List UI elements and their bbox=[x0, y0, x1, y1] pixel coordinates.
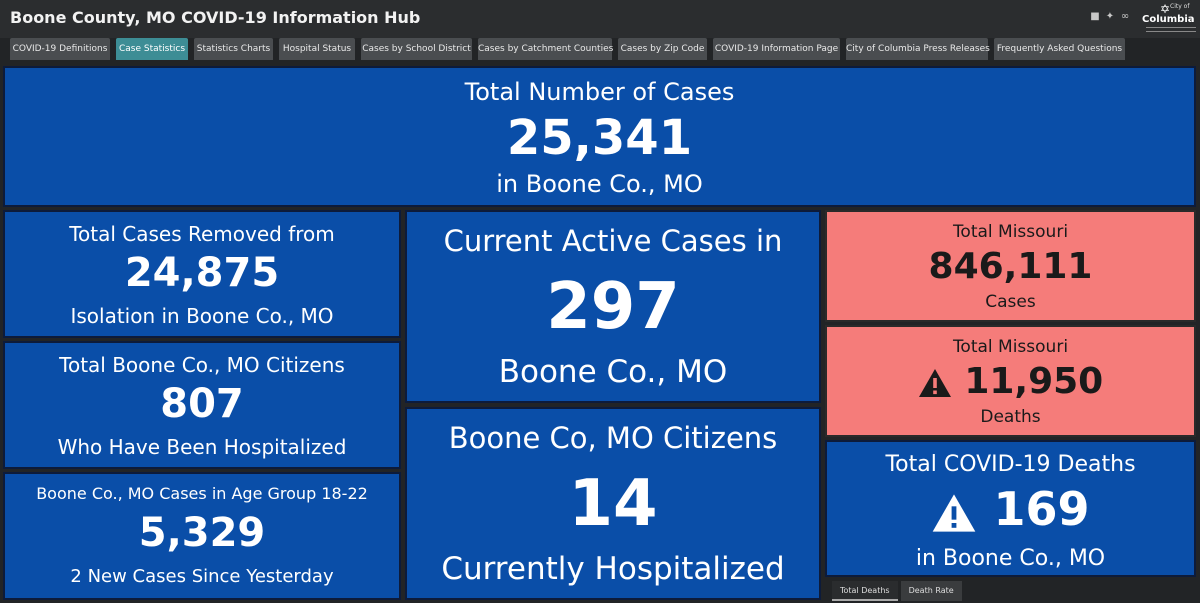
age-group-subheading: 2 New Cases Since Yesterday bbox=[70, 566, 334, 587]
tab-faq[interactable]: Frequently Asked Questions bbox=[994, 38, 1125, 60]
removed-heading: Total Cases Removed from bbox=[69, 222, 335, 246]
missouri-cases-heading: Total Missouri bbox=[952, 222, 1069, 242]
boone-deaths-value: 169 bbox=[993, 482, 1090, 536]
missouri-deaths-row: 11,950 bbox=[827, 361, 1194, 402]
page-title: Boone County, MO COVID-19 Information Hu… bbox=[10, 8, 421, 27]
hospitalized-total-panel: Total Boone Co., MO Citizens 807 Who Hav… bbox=[3, 341, 401, 469]
tab-case-statistics[interactable]: Case Statistics bbox=[116, 38, 188, 60]
tab-cases-by-catchment-counties[interactable]: Cases by Catchment Counties bbox=[478, 38, 613, 60]
removed-panel: Total Cases Removed from 24,875 Isolatio… bbox=[3, 210, 401, 338]
tab-cases-by-school-district[interactable]: Cases by School District bbox=[361, 38, 472, 60]
current-hospitalized-subheading: Currently Hospitalized bbox=[441, 551, 785, 587]
active-cases-subheading: Boone Co., MO bbox=[498, 354, 728, 390]
hospitalized-total-subheading: Who Have Been Hospitalized bbox=[57, 435, 347, 459]
boone-deaths-row: 169 bbox=[827, 482, 1194, 536]
age-group-value: 5,329 bbox=[138, 510, 266, 556]
missouri-deaths-subheading: Deaths bbox=[980, 407, 1041, 427]
missouri-deaths-heading: Total Missouri bbox=[952, 337, 1069, 357]
tab-covid-definitions[interactable]: COVID-19 Definitions bbox=[10, 38, 110, 60]
missouri-cases-value: 846,111 bbox=[928, 246, 1093, 287]
hospitalized-total-value: 807 bbox=[160, 381, 244, 427]
total-cases-value: 25,341 bbox=[506, 110, 693, 166]
warning-icon bbox=[933, 493, 976, 532]
tab-city-press-releases[interactable]: City of Columbia Press Releases bbox=[846, 38, 990, 60]
deaths-tab-bar: Total Deaths Death Rate bbox=[832, 581, 962, 601]
link-icon[interactable]: ∞ bbox=[1120, 11, 1130, 22]
app-header: Boone County, MO COVID-19 Information Hu… bbox=[0, 0, 1200, 38]
hospitalized-total-heading: Total Boone Co., MO Citizens bbox=[59, 353, 345, 377]
boone-deaths-subheading: in Boone Co., MO bbox=[915, 546, 1106, 571]
logo-mark-icon: ✡ bbox=[1160, 2, 1171, 16]
total-cases-subheading: in Boone Co., MO bbox=[496, 170, 703, 198]
missouri-deaths-panel: Total Missouri 11,950 Deaths bbox=[825, 325, 1196, 437]
tab-statistics-charts[interactable]: Statistics Charts bbox=[194, 38, 273, 60]
tab-hospital-status[interactable]: Hospital Status bbox=[279, 38, 355, 60]
city-logo[interactable]: ✡ City of Columbia bbox=[1140, 2, 1196, 36]
logo-city-text: City of bbox=[1170, 3, 1190, 10]
age-group-panel: Boone Co., MO Cases in Age Group 18-22 5… bbox=[3, 472, 401, 600]
boone-deaths-panel: Total COVID-19 Deaths 169 in Boone Co., … bbox=[825, 440, 1196, 577]
total-cases-heading: Total Number of Cases bbox=[464, 78, 735, 106]
current-hospitalized-panel: Boone Co, MO Citizens 14 Currently Hospi… bbox=[405, 407, 821, 600]
tab-cases-by-zip-code[interactable]: Cases by Zip Code bbox=[618, 38, 707, 60]
missouri-cases-panel: Total Missouri 846,111 Cases bbox=[825, 210, 1196, 322]
age-group-heading: Boone Co., MO Cases in Age Group 18-22 bbox=[36, 484, 368, 503]
active-cases-panel: Current Active Cases in 297 Boone Co., M… bbox=[405, 210, 821, 403]
tab-death-rate[interactable]: Death Rate bbox=[900, 581, 962, 601]
tab-total-deaths[interactable]: Total Deaths bbox=[832, 581, 898, 601]
missouri-cases-subheading: Cases bbox=[985, 292, 1036, 312]
total-cases-panel: Total Number of Cases 25,341 in Boone Co… bbox=[3, 66, 1196, 207]
boone-deaths-heading: Total COVID-19 Deaths bbox=[885, 452, 1136, 477]
twitter-icon[interactable]: ✦ bbox=[1105, 11, 1115, 22]
logo-subtitle-lines bbox=[1146, 27, 1196, 32]
warning-icon bbox=[918, 369, 951, 397]
social-links: ■ ✦ ∞ bbox=[1090, 12, 1130, 22]
tab-bar: COVID-19 Definitions Case Statistics Sta… bbox=[0, 38, 1200, 62]
removed-subheading: Isolation in Boone Co., MO bbox=[70, 304, 334, 328]
removed-value: 24,875 bbox=[124, 250, 280, 296]
logo-name-text: Columbia bbox=[1142, 14, 1195, 25]
missouri-deaths-value: 11,950 bbox=[964, 361, 1104, 402]
current-hospitalized-heading: Boone Co, MO Citizens bbox=[448, 421, 778, 455]
tab-covid-information-page[interactable]: COVID-19 Information Page bbox=[713, 38, 840, 60]
current-hospitalized-value: 14 bbox=[568, 467, 658, 541]
active-cases-value: 297 bbox=[546, 270, 680, 344]
facebook-icon[interactable]: ■ bbox=[1090, 11, 1100, 22]
active-cases-heading: Current Active Cases in bbox=[443, 224, 783, 258]
